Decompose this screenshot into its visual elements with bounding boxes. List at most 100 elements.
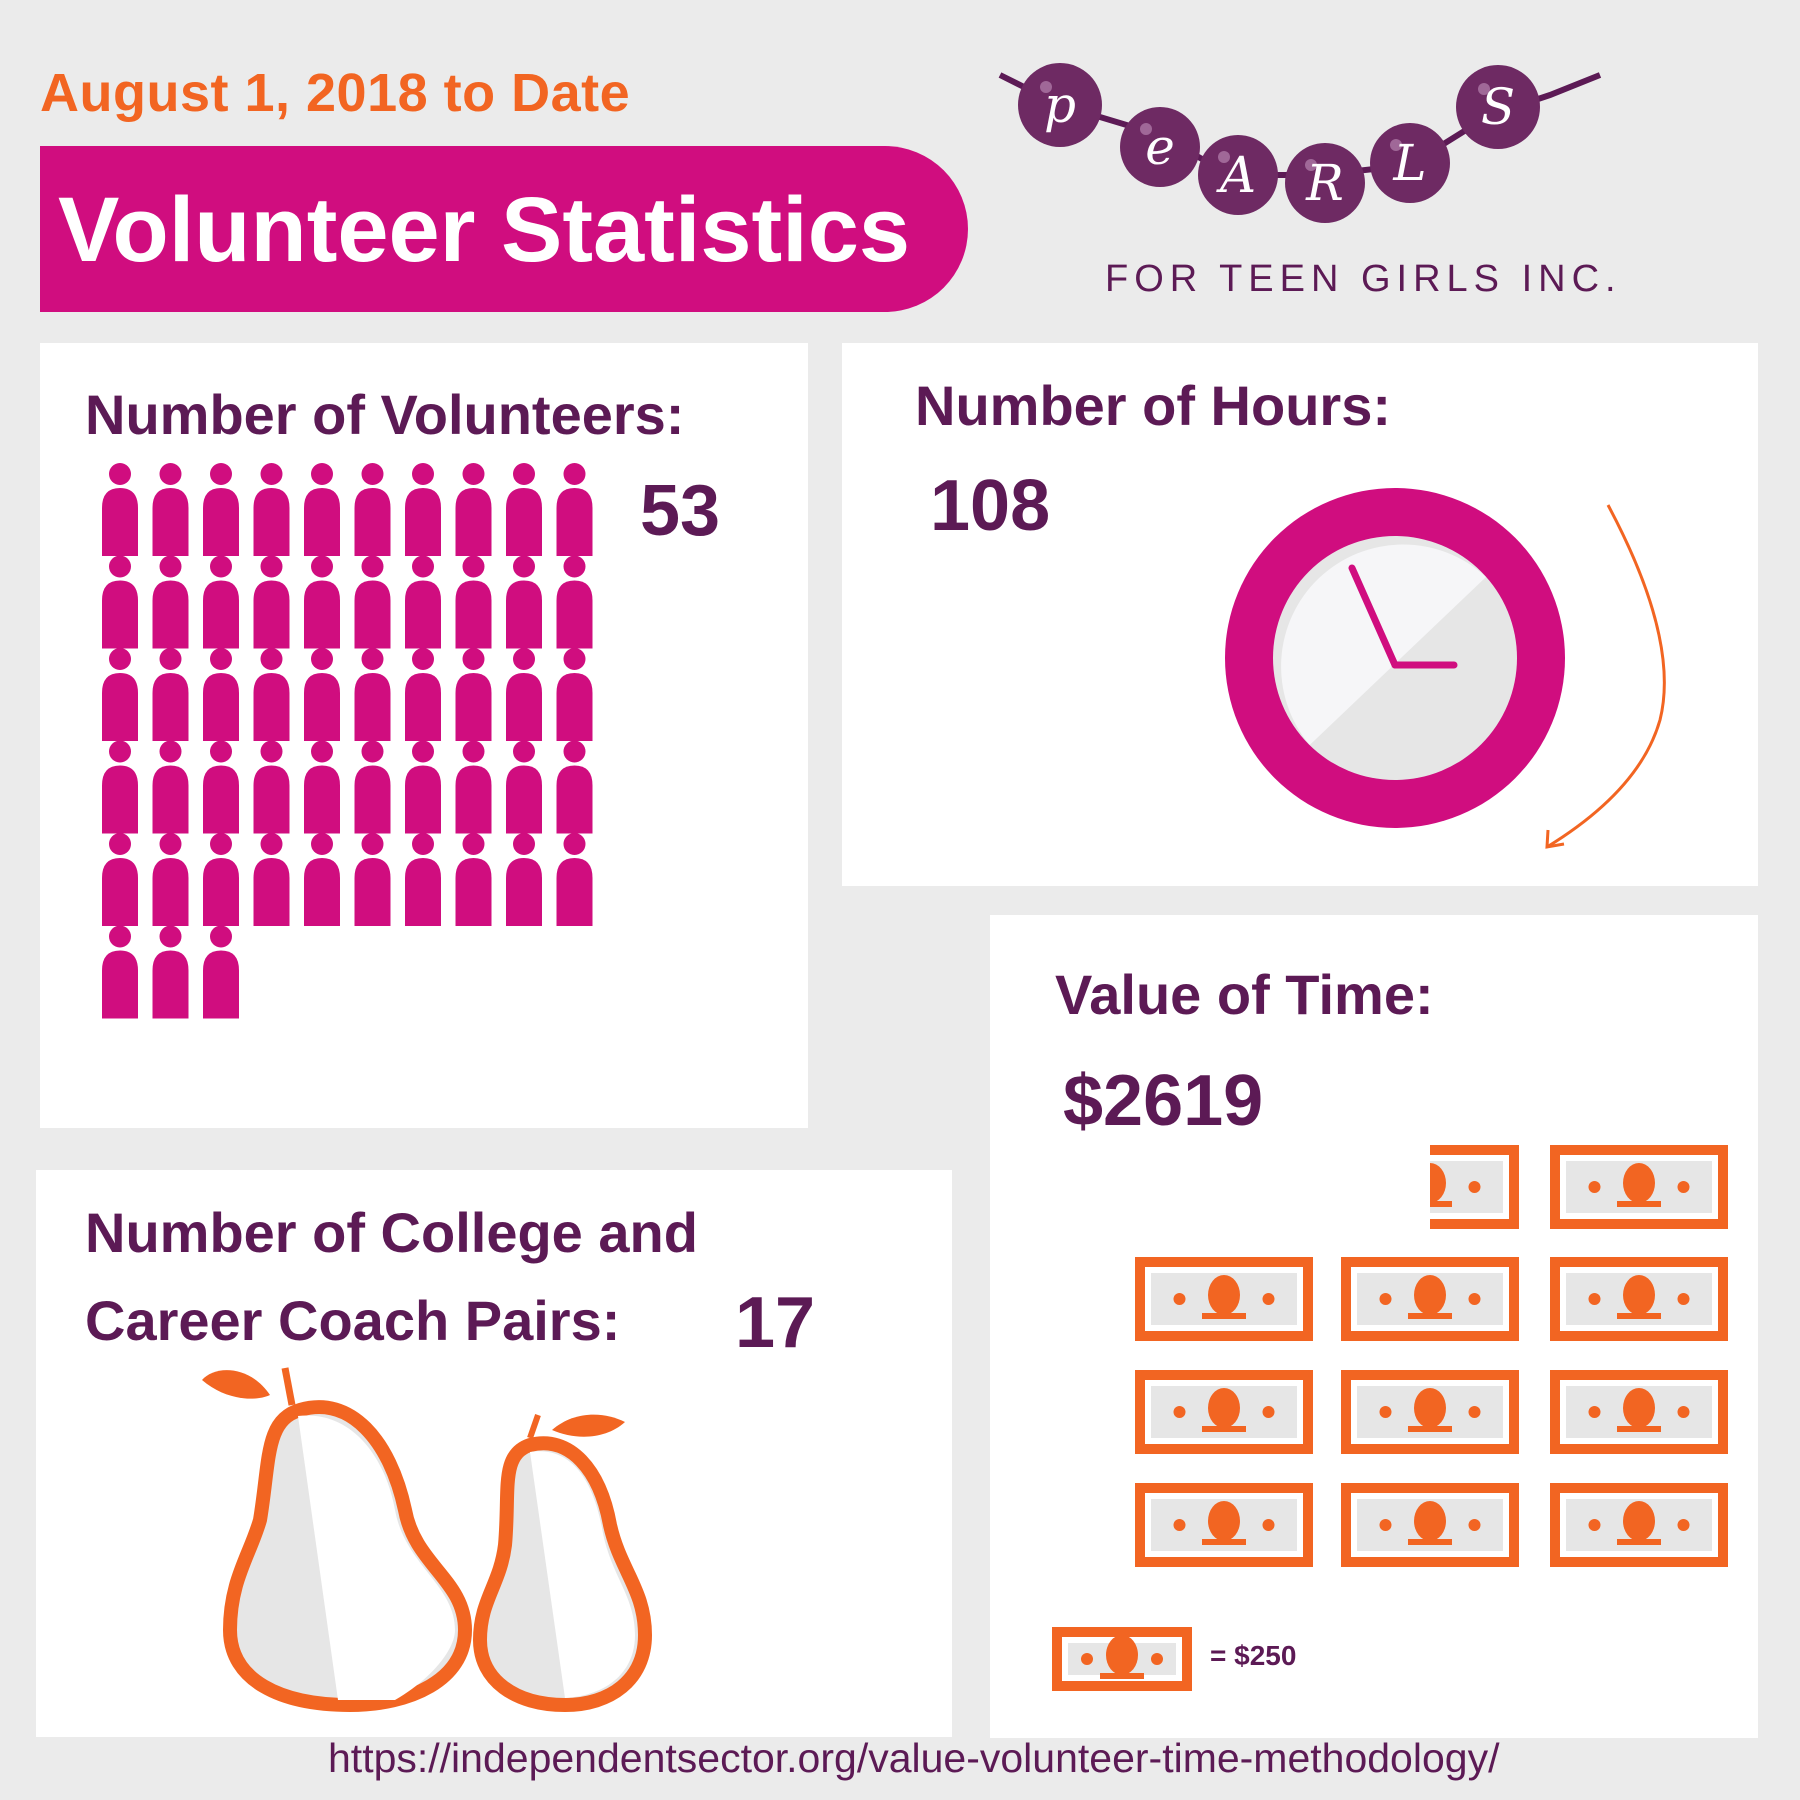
person-icon [304, 555, 340, 649]
person-icon [304, 740, 340, 834]
dollar-bill-icon [1135, 1483, 1313, 1567]
person-icon [152, 555, 189, 649]
person-icon [304, 648, 340, 741]
logo-bead [1370, 123, 1450, 203]
dollar-bill-icon [1341, 1257, 1519, 1341]
person-icon [455, 740, 492, 834]
person-icon [152, 925, 189, 1019]
person-icon [203, 555, 239, 649]
source-link[interactable]: https://independentsector.org/value-volu… [328, 1735, 1500, 1781]
person-icon [102, 555, 138, 649]
title-banner [40, 146, 968, 312]
person-icon [354, 555, 391, 649]
person-icon [304, 833, 340, 926]
person-icon [354, 463, 391, 556]
volunteers-value: 53 [640, 471, 721, 551]
person-icon [102, 463, 138, 556]
person-icon [152, 463, 189, 556]
person-icon [506, 463, 542, 556]
dollar-bill-icon [1135, 1257, 1313, 1341]
person-icon [304, 463, 340, 556]
page-title: Volunteer Statistics [58, 179, 911, 281]
dollar-bill-icon [1341, 1483, 1519, 1567]
dollar-bill-icon [1341, 1370, 1519, 1454]
person-icon [405, 463, 441, 556]
dollar-bill-icon [1550, 1370, 1728, 1454]
logo-bead [1018, 63, 1102, 147]
pear-icon-left [202, 1367, 473, 1713]
person-icon [455, 648, 492, 741]
coach-value: 17 [735, 1283, 816, 1363]
person-icon [556, 463, 593, 556]
legend-value: = $250 [1210, 1640, 1297, 1671]
person-icon [506, 648, 542, 741]
logo-letter: R [1305, 154, 1344, 212]
volunteers-label: Number of Volunteers: [85, 383, 685, 446]
person-icon [102, 925, 138, 1019]
dollar-bill-icon [1052, 1627, 1192, 1691]
date-range: August 1, 2018 to Date [40, 63, 631, 123]
person-icon [455, 463, 492, 556]
logo-bead [1456, 65, 1540, 149]
person-icon [152, 648, 189, 741]
logo-bead [1120, 107, 1200, 187]
person-icon [253, 555, 290, 649]
person-icon [506, 833, 542, 926]
person-icon [253, 648, 290, 741]
volunteer-icons [102, 463, 593, 1019]
person-icon [506, 740, 542, 834]
value-amount: $2619 [1063, 1061, 1264, 1141]
person-icon [253, 463, 290, 556]
person-icon [556, 833, 593, 926]
dollar-bill-icon [1430, 1145, 1519, 1229]
logo-letter: S [1481, 78, 1515, 136]
logo-letter: A [1216, 146, 1256, 204]
person-icon [354, 648, 391, 741]
legend-bill-icon [1052, 1627, 1192, 1691]
person-icon [405, 833, 441, 926]
person-icon [455, 833, 492, 926]
coach-label-line2: Career Coach Pairs: [85, 1289, 621, 1352]
logo-subtitle: FOR TEEN GIRLS INC. [1105, 258, 1622, 300]
person-icon [354, 740, 391, 834]
person-icon [152, 740, 189, 834]
logo-letter: p [1044, 76, 1076, 134]
person-icon [203, 740, 239, 834]
person-icon [405, 648, 441, 741]
person-icon [253, 833, 290, 926]
person-icon [405, 740, 441, 834]
person-icon [102, 648, 138, 741]
person-icon [203, 648, 239, 741]
person-icon [506, 555, 542, 649]
person-icon [152, 833, 189, 926]
person-icon [253, 740, 290, 834]
person-icon [102, 740, 138, 834]
dollar-bill-icon [1550, 1483, 1728, 1567]
person-icon [203, 463, 239, 556]
logo-bead [1285, 143, 1365, 223]
coach-label-line1: Number of College and [85, 1201, 698, 1264]
hours-value: 108 [930, 466, 1051, 546]
person-icon [455, 555, 492, 649]
clock-icon [1225, 488, 1666, 849]
person-icon [203, 925, 239, 1019]
person-icon [556, 555, 593, 649]
logo-letter: e [1145, 118, 1175, 176]
person-icon [102, 833, 138, 926]
logo-letter: L [1392, 134, 1426, 192]
person-icon [556, 740, 593, 834]
person-icon [405, 555, 441, 649]
pearls-logo: p e A R LS [998, 63, 1602, 223]
person-icon [556, 648, 593, 741]
dollar-bill-icon [1550, 1145, 1728, 1229]
dollar-bill-icon [1550, 1257, 1728, 1341]
dollar-bill-icon [1135, 1370, 1313, 1454]
hours-label: Number of Hours: [915, 374, 1391, 437]
dollar-bills [1135, 1145, 1728, 1567]
logo-bead [1198, 135, 1278, 215]
person-icon [203, 833, 239, 926]
pear-icon-right [472, 1414, 653, 1713]
pear-pair-icon [202, 1367, 653, 1713]
value-label: Value of Time: [1055, 963, 1434, 1026]
person-icon [354, 833, 391, 926]
